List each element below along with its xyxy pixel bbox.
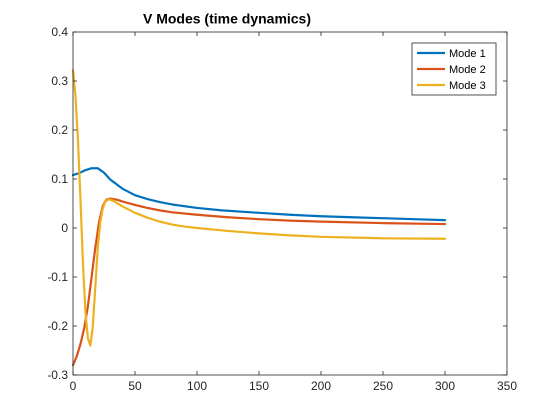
y-tick-label: 0.2 [51, 123, 68, 137]
y-tick-label: -0.1 [47, 270, 68, 284]
y-tick-label: 0.1 [51, 172, 68, 186]
x-tick-label: 250 [373, 379, 393, 393]
x-tick-label: 0 [70, 379, 77, 393]
legend-label: Mode 2 [449, 64, 486, 76]
x-axis: 0 50 100 150 200 250 300 350 [70, 32, 517, 393]
x-tick-label: 200 [311, 379, 331, 393]
x-tick-label: 350 [497, 379, 517, 393]
y-tick-label: 0.3 [51, 74, 68, 88]
x-tick-label: 100 [187, 379, 207, 393]
x-tick-label: 300 [435, 379, 455, 393]
series-line-mode-1 [71, 167, 447, 222]
plot-area-box [72, 31, 508, 376]
y-tick-label: -0.2 [47, 319, 68, 333]
x-tick-label: 150 [249, 379, 269, 393]
series-line-mode-3 [71, 69, 447, 347]
x-tick-label: 50 [128, 379, 142, 393]
plot-lines [71, 69, 447, 367]
chart-title: V Modes (time dynamics) [143, 11, 311, 27]
series-line-mode-2 [71, 197, 447, 367]
y-tick-label: -0.3 [47, 368, 68, 382]
y-tick-label: 0 [61, 221, 68, 235]
legend: Mode 1 Mode 2 Mode 3 [411, 42, 497, 96]
legend-label: Mode 3 [449, 80, 486, 92]
legend-label: Mode 1 [449, 48, 486, 60]
y-axis: -0.3 -0.2 -0.1 0 0.1 0.2 0.3 0.4 [47, 25, 507, 382]
y-tick-label: 0.4 [51, 25, 68, 39]
